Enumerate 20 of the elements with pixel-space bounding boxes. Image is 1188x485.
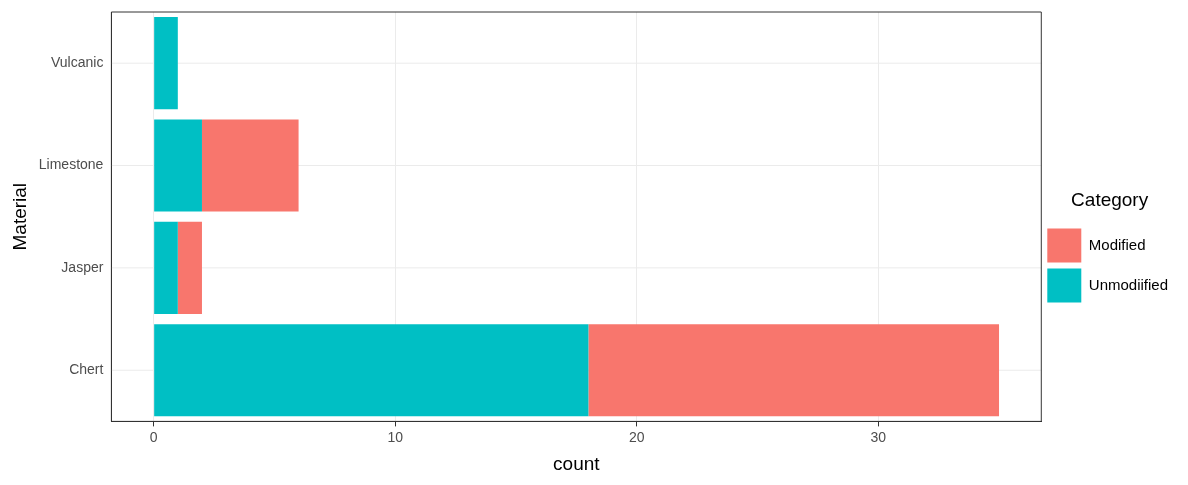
x-tick-label: 20 [628,428,645,445]
bar [201,119,299,212]
bar [154,324,589,417]
bar [177,221,202,314]
y-tick-label: Limestone [38,156,104,173]
y-tick-label: Chert [69,361,104,378]
legend-label: Modified [1088,235,1146,253]
x-axis-title: count [553,452,601,474]
legend-label: Unmodiified [1088,275,1169,293]
legend-title: Category [1071,189,1149,211]
bar [154,221,178,314]
bar [154,17,178,110]
bar [154,119,202,212]
y-tick-label: Jasper [61,258,104,275]
y-tick-label: Vulcanic [50,54,104,71]
bar [588,324,1000,417]
y-axis-title: Material [8,182,30,251]
x-tick-label: 30 [870,428,887,445]
x-tick-label: 0 [149,428,158,445]
x-tick-label: 10 [387,428,404,445]
